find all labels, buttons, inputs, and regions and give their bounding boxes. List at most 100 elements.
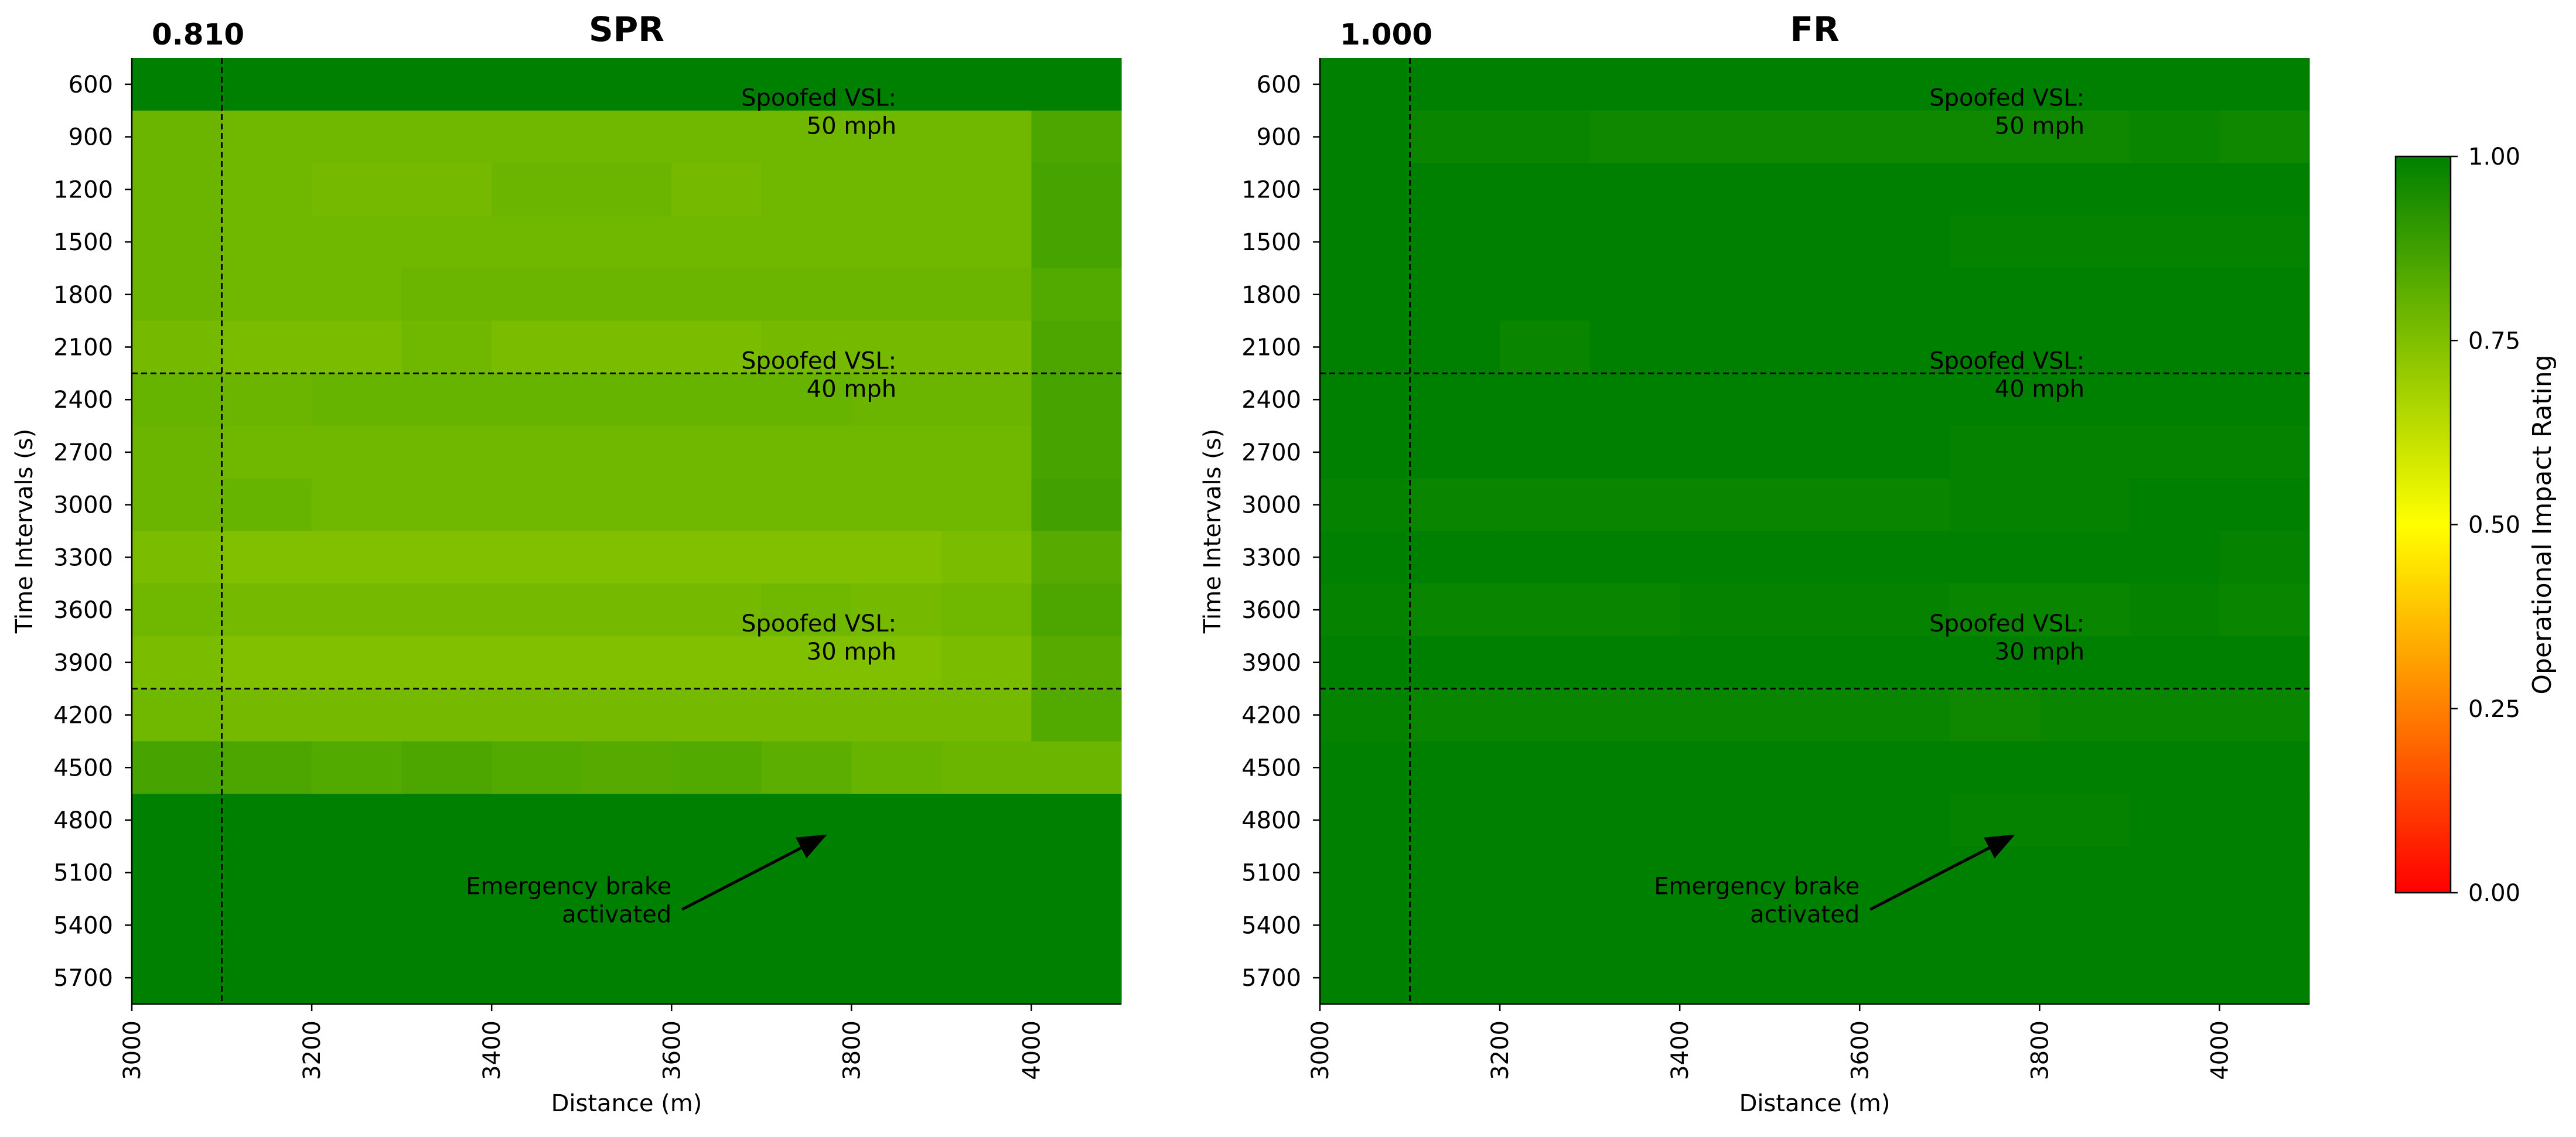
- heatmap-cell: [2129, 373, 2220, 426]
- fr-heatmap-panel: 600 900 1200 1500 1800 2100 2400 2700 3000 3300 36…: [1199, 9, 2310, 1117]
- heatmap-cell: [581, 899, 672, 952]
- heatmap-cell: [761, 478, 852, 532]
- heatmap-cell: [401, 583, 492, 637]
- heatmap-cell: [132, 373, 223, 426]
- heatmap-cell: [671, 163, 762, 216]
- y-tick-label: 2400: [53, 387, 113, 414]
- heatmap-cell: [1500, 163, 1591, 216]
- heatmap-cell: [1410, 58, 1500, 111]
- heatmap-cell: [132, 794, 223, 847]
- heatmap-cell: [221, 741, 312, 794]
- heatmap-cell: [132, 58, 223, 111]
- y-tick-label: 2700: [1241, 439, 1301, 466]
- y-tick-label: 5700: [53, 965, 113, 992]
- heatmap-cell: [132, 583, 223, 637]
- heatmap-cell: [1860, 373, 1950, 426]
- heatmap-cell: [492, 58, 582, 111]
- heatmap-cell: [492, 688, 582, 742]
- heatmap-cell: [851, 58, 942, 111]
- heatmap-cell: [312, 110, 402, 164]
- heatmap-cell: [1949, 320, 2040, 374]
- heatmap-cell: [312, 583, 402, 637]
- heatmap-cell: [492, 110, 582, 164]
- heatmap-cell: [401, 426, 492, 479]
- heatmap-cell: [1320, 794, 1411, 847]
- heatmap-cell: [492, 478, 582, 532]
- heatmap-cell: [1320, 373, 1411, 426]
- x-tick-label: 3800: [2026, 1020, 2053, 1080]
- heatmap-cell: [1769, 583, 1860, 637]
- annotation-text: 30 mph: [807, 639, 896, 665]
- heatmap-cell: [2039, 373, 2130, 426]
- y-tick-label: 1200: [1241, 176, 1301, 203]
- heatmap-cell: [1860, 216, 1950, 269]
- y-tick-label: 1800: [1241, 282, 1301, 309]
- annotation-text: 40 mph: [1995, 375, 2084, 402]
- heatmap-cell: [312, 320, 402, 374]
- heatmap-cell: [2219, 899, 2310, 952]
- heatmap-cell: [312, 688, 402, 742]
- heatmap-cell: [761, 268, 852, 322]
- heatmap-cell: [851, 951, 942, 1005]
- heatmap-cell: [851, 846, 942, 900]
- heatmap-cell: [401, 688, 492, 742]
- heatmap-cell: [851, 688, 942, 742]
- heatmap-cell: [132, 688, 223, 742]
- heatmap-cell: [1320, 320, 1411, 374]
- x-tick-label: 3600: [1847, 1020, 1874, 1080]
- heatmap-cell: [1410, 583, 1500, 637]
- chart-title: SPR: [589, 9, 664, 49]
- heatmap-cell: [941, 426, 1032, 479]
- heatmap-cell: [1410, 268, 1500, 322]
- y-tick-label: 3000: [1241, 492, 1301, 519]
- x-axis-title: Distance (m): [551, 1090, 702, 1117]
- heatmap-cell: [1680, 58, 1770, 111]
- heatmap-cell: [941, 794, 1032, 847]
- heatmap-cell: [941, 688, 1032, 742]
- heatmap-cell: [2129, 951, 2220, 1005]
- heatmap-cell: [761, 320, 852, 374]
- heatmap-cell: [1589, 583, 1680, 637]
- heatmap-cell: [221, 373, 312, 426]
- heatmap-cell: [221, 426, 312, 479]
- heatmap-cell: [1320, 268, 1411, 322]
- heatmap-cell: [1769, 373, 1860, 426]
- heatmap-cell: [941, 58, 1032, 111]
- heatmap-cell: [132, 110, 223, 164]
- heatmap-cell: [671, 478, 762, 532]
- y-tick-label: 1800: [53, 282, 113, 309]
- heatmap-cell: [1410, 846, 1500, 900]
- heatmap-cell: [1589, 426, 1680, 479]
- heatmap-cell: [2129, 110, 2220, 164]
- heatmap-cell: [1031, 58, 1122, 111]
- heatmap-cell: [1680, 951, 1770, 1005]
- x-tick-label: 3800: [838, 1020, 865, 1080]
- heatmap-cell: [2039, 951, 2130, 1005]
- heatmap-cell: [1500, 110, 1591, 164]
- heatmap-cell: [312, 951, 402, 1005]
- heatmap-cell: [401, 794, 492, 847]
- heatmap-cell: [1589, 846, 1680, 900]
- heatmap-cell: [1589, 741, 1680, 794]
- heatmap-cell: [1949, 794, 2040, 847]
- heatmap-cell: [492, 373, 582, 426]
- heatmap-cell: [1031, 373, 1122, 426]
- heatmap-cell: [1680, 899, 1770, 952]
- heatmap-cell: [2129, 583, 2220, 637]
- heatmap-cell: [2129, 741, 2220, 794]
- heatmap-cell: [2129, 636, 2220, 689]
- heatmap-cell: [1769, 216, 1860, 269]
- heatmap-cell: [132, 268, 223, 322]
- heatmap-cell: [221, 794, 312, 847]
- heatmap-cell: [221, 110, 312, 164]
- heatmap-cell: [132, 899, 223, 952]
- heatmap-cell: [1680, 320, 1770, 374]
- heatmap-cell: [1769, 110, 1860, 164]
- heatmap-cell: [1680, 110, 1770, 164]
- heatmap-cell: [2219, 636, 2310, 689]
- heatmap-cell: [581, 688, 672, 742]
- spr-heatmap-panel: 600 900 1200 1500 1800 2100 2400 2700 3000 3300 36…: [11, 9, 1122, 1117]
- heatmap-cell: [312, 478, 402, 532]
- heatmap-cell: [581, 478, 672, 532]
- heatmap-cell: [2039, 268, 2130, 322]
